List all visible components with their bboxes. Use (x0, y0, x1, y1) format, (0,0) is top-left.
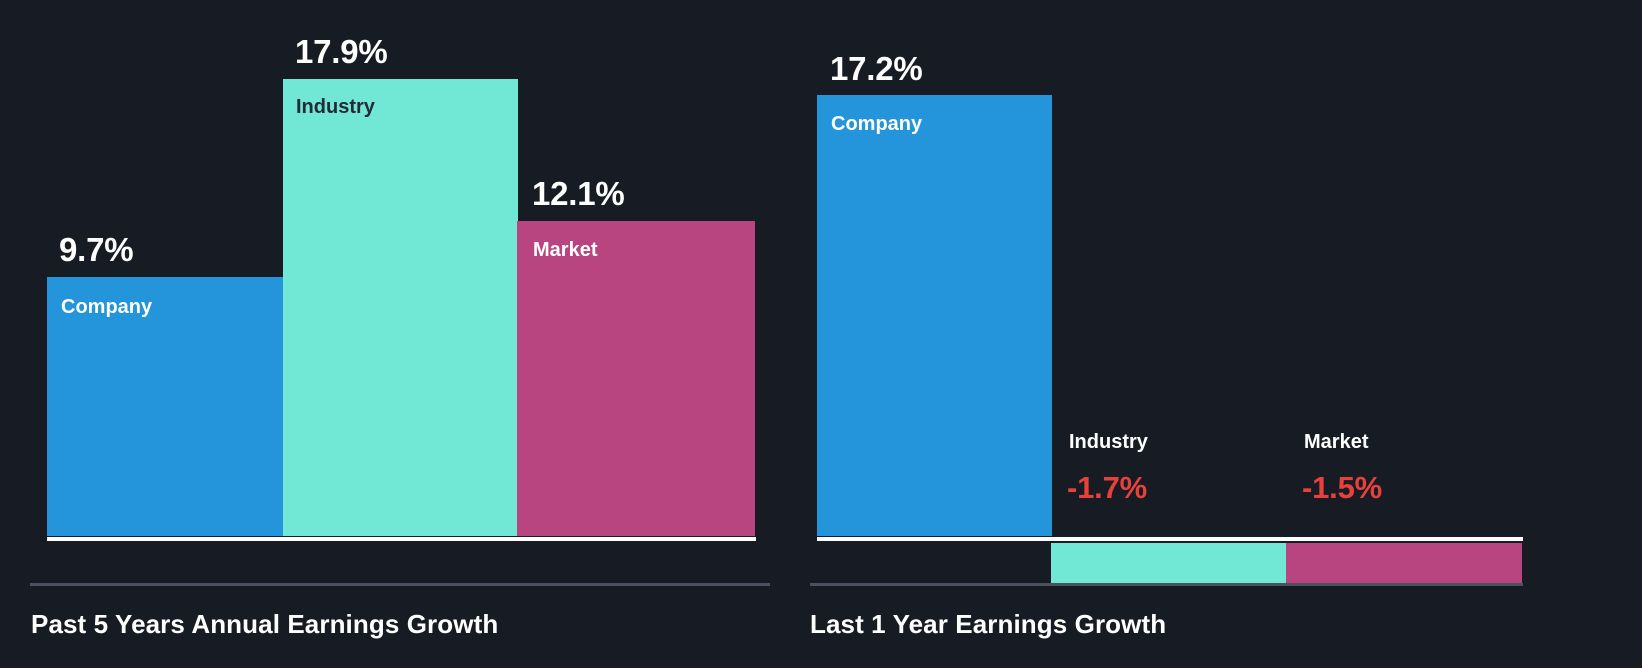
value-label-market-past5y: 12.1% (532, 175, 625, 212)
series-label-industry-last1y: Industry (1069, 431, 1148, 453)
series-label-company-past5y: Company (61, 296, 153, 318)
bar-company-past5y[interactable] (47, 277, 294, 536)
bar-industry-past5y[interactable] (283, 79, 518, 536)
bar-market-past5y[interactable] (517, 221, 755, 536)
caption-last-1-year: Last 1 Year Earnings Growth (810, 609, 1167, 639)
value-label-company-last1y: 17.2% (830, 50, 923, 87)
value-label-company-past5y: 9.7% (59, 231, 134, 268)
panel-divider-right (810, 583, 1523, 586)
caption-past-5-years: Past 5 Years Annual Earnings Growth (31, 609, 499, 639)
series-label-market-last1y: Market (1304, 431, 1369, 453)
zero-baseline-left (47, 537, 756, 541)
chart-panel-last-1-year: 17.2% Company Industry -1.7% Market -1.5… (810, 0, 1642, 668)
bar-industry-last1y[interactable] (1051, 543, 1287, 583)
value-label-industry-past5y: 17.9% (295, 33, 388, 70)
value-label-market-last1y: -1.5% (1302, 470, 1382, 505)
value-label-industry-last1y: -1.7% (1067, 470, 1147, 505)
series-label-market-past5y: Market (533, 239, 598, 261)
series-label-company-last1y: Company (831, 113, 923, 135)
chart-panel-past-5-years: 9.7% Company 17.9% Industry 12.1% Market… (0, 0, 810, 668)
bar-market-last1y[interactable] (1286, 543, 1522, 583)
plot-area-right: 17.2% Company Industry -1.7% Market -1.5… (810, 0, 1642, 584)
bar-company-last1y[interactable] (817, 95, 1052, 536)
zero-baseline-right (817, 537, 1523, 541)
panel-divider-left (30, 583, 770, 586)
series-label-industry-past5y: Industry (296, 96, 375, 118)
plot-area-left: 9.7% Company 17.9% Industry 12.1% Market (0, 0, 810, 584)
